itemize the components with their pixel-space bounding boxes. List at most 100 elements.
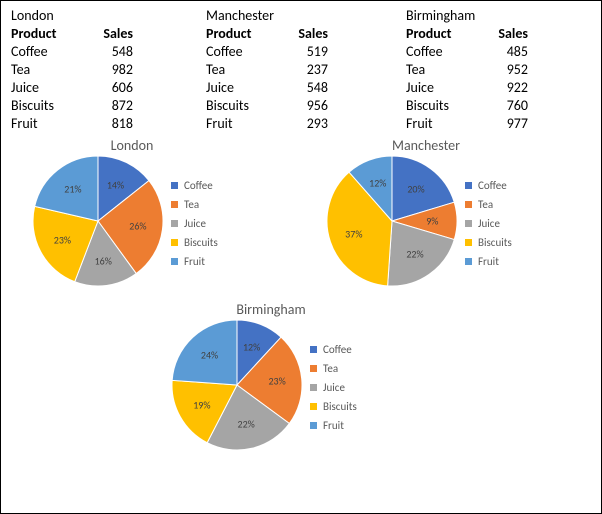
legend-swatch	[310, 403, 317, 410]
legend-item: Fruit	[310, 419, 357, 432]
pie: 14% 26% 16% 23% 21%	[33, 156, 163, 286]
pie-data-label: 22%	[238, 418, 255, 431]
table-birmingham: Birmingham Product Sales Coffee485 Tea95…	[406, 7, 591, 133]
legend-item: Juice	[310, 381, 357, 394]
table-row: Tea952	[406, 61, 591, 79]
table-row: Tea237	[206, 61, 406, 79]
pie-data-label: 9%	[426, 214, 438, 227]
chart-legend: Coffee Tea Juice Biscuits Fruit	[465, 175, 512, 268]
legend-swatch	[171, 201, 178, 208]
legend-label: Tea	[478, 198, 493, 211]
table-row: Coffee548	[11, 43, 206, 61]
table-london: London Product Sales Coffee548 Tea982 Ju…	[11, 7, 206, 133]
legend-swatch	[465, 182, 472, 189]
table-row: Biscuits956	[206, 97, 406, 115]
legend-swatch	[465, 258, 472, 265]
chart-title: Manchester	[321, 137, 591, 154]
legend-item: Coffee	[171, 179, 218, 192]
legend-swatch	[171, 258, 178, 265]
page: London Product Sales Coffee548 Tea982 Ju…	[0, 0, 602, 514]
charts-row-1: London 14% 26% 16% 23% 21% Coffee Tea Juice Biscu…	[11, 137, 591, 299]
chart-legend: Coffee Tea Juice Biscuits Fruit	[171, 175, 218, 268]
table-header: Product Sales	[11, 25, 206, 43]
legend-swatch	[310, 346, 317, 353]
legend-swatch	[171, 220, 178, 227]
legend-label: Coffee	[323, 343, 352, 356]
legend-label: Fruit	[323, 419, 344, 432]
table-row: Biscuits760	[406, 97, 591, 115]
legend-swatch	[310, 384, 317, 391]
header-sales: Sales	[81, 25, 141, 43]
table-row: Fruit818	[11, 115, 206, 133]
legend-label: Tea	[323, 362, 338, 375]
legend-label: Tea	[184, 198, 199, 211]
legend-swatch	[465, 220, 472, 227]
pie-data-label: 12%	[369, 177, 386, 190]
legend-item: Fruit	[171, 255, 218, 268]
legend-swatch	[465, 239, 472, 246]
pie-data-label: 23%	[268, 375, 285, 388]
legend-label: Coffee	[478, 179, 507, 192]
legend-swatch	[171, 239, 178, 246]
table-title: London	[11, 7, 206, 25]
header-product: Product	[11, 25, 81, 43]
legend-item: Coffee	[465, 179, 512, 192]
table-header: Product Sales	[406, 25, 591, 43]
tables-row: London Product Sales Coffee548 Tea982 Ju…	[11, 7, 591, 133]
table-row: Juice922	[406, 79, 591, 97]
header-sales: Sales	[276, 25, 336, 43]
legend-label: Juice	[323, 381, 345, 394]
chart-birmingham: Birmingham12%23%22%19%24%CoffeeTeaJuiceB…	[166, 301, 436, 463]
legend-label: Biscuits	[323, 400, 357, 413]
legend-item: Tea	[171, 198, 218, 211]
table-row: Juice548	[206, 79, 406, 97]
legend-item: Biscuits	[465, 236, 512, 249]
pie-data-label: 37%	[345, 227, 362, 240]
legend-item: Tea	[310, 362, 357, 375]
pie-data-label: 14%	[107, 178, 124, 191]
pie-data-label: 24%	[201, 349, 218, 362]
chart-body: 12%23%22%19%24%CoffeeTeaJuiceBiscuitsFru…	[166, 320, 436, 450]
legend-label: Fruit	[184, 255, 205, 268]
legend-item: Biscuits	[310, 400, 357, 413]
legend-item: Juice	[465, 217, 512, 230]
table-row: Fruit977	[406, 115, 591, 133]
legend-label: Coffee	[184, 179, 213, 192]
chart-legend: Coffee Tea Juice Biscuits Fruit	[310, 339, 357, 432]
charts-row-2: Birmingham12%23%22%19%24%CoffeeTeaJuiceB…	[11, 301, 591, 463]
table-title: Manchester	[206, 7, 406, 25]
pie-data-label: 23%	[54, 233, 71, 246]
legend-item: Fruit	[465, 255, 512, 268]
table-title: Birmingham	[406, 7, 591, 25]
header-product: Product	[206, 25, 276, 43]
pie: 20%9%22%37%12%	[327, 156, 457, 286]
pie-data-label: 16%	[95, 254, 112, 267]
chart-body: 14% 26% 16% 23% 21% Coffee Tea Juice Biscuits Fru…	[27, 156, 297, 286]
chart-london: London 14% 26% 16% 23% 21% Coffee Tea Juice Biscu…	[27, 137, 297, 299]
legend-label: Juice	[184, 217, 206, 230]
table-header: Product Sales	[206, 25, 406, 43]
pie-data-label: 20%	[407, 182, 424, 195]
legend-item: Biscuits	[171, 236, 218, 249]
legend-item: Juice	[171, 217, 218, 230]
table-row: Fruit293	[206, 115, 406, 133]
table-manchester: Manchester Product Sales Coffee519 Tea23…	[206, 7, 406, 133]
legend-label: Juice	[478, 217, 500, 230]
legend-item: Coffee	[310, 343, 357, 356]
legend-label: Biscuits	[184, 236, 218, 249]
pie-data-label: 21%	[64, 183, 81, 196]
legend-label: Fruit	[478, 255, 499, 268]
table-row: Juice606	[11, 79, 206, 97]
chart-title: Birmingham	[166, 301, 436, 318]
chart-title: London	[27, 137, 297, 154]
legend-label: Biscuits	[478, 236, 512, 249]
header-product: Product	[406, 25, 476, 43]
chart-body: 20%9%22%37%12%CoffeeTeaJuiceBiscuitsFrui…	[321, 156, 591, 286]
legend-swatch	[465, 201, 472, 208]
pie: 12%23%22%19%24%	[172, 320, 302, 450]
table-row: Biscuits872	[11, 97, 206, 115]
legend-item: Tea	[465, 198, 512, 211]
header-sales: Sales	[476, 25, 536, 43]
legend-swatch	[310, 422, 317, 429]
pie-data-label: 26%	[129, 220, 146, 233]
